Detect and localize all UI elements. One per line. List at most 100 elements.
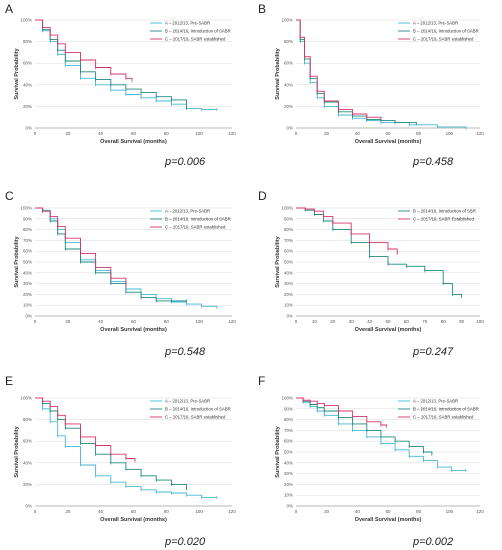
y-tick-label: 70% [284, 428, 293, 433]
x-tick-label: 80 [164, 509, 170, 514]
y-tick-label: 10% [284, 303, 293, 308]
panel-letter: E [5, 374, 13, 388]
y-tick-label: 0% [25, 126, 32, 131]
panel-a: A 0% 20% 40% 60% 80% 100% 0 20 40 60 80 100 120 Overal… [5, 2, 236, 168]
y-tick-label: 50% [23, 260, 32, 265]
panel-letter: A [5, 2, 13, 16]
x-tick-label: 60 [131, 509, 137, 514]
y-axis-label: Survival Probability [275, 235, 281, 287]
survival-curve-3 [35, 397, 136, 461]
y-tick-label: 30% [23, 281, 32, 286]
y-tick-label: 0% [286, 314, 293, 319]
x-tick-label: 100 [476, 319, 484, 324]
x-axis-label: Overall Survival (months) [100, 327, 167, 333]
x-tick-label: 40 [98, 319, 104, 324]
x-tick-label: 80 [441, 319, 447, 324]
x-tick-label: 40 [355, 509, 361, 514]
x-tick-label: 20 [324, 509, 330, 514]
legend-label: A – 2012/13, Pre-SABR [413, 21, 458, 26]
legend-label: C – 2017/19, SABR established [413, 37, 474, 42]
x-tick-label: 100 [195, 509, 203, 514]
x-tick-label: 60 [385, 131, 391, 136]
x-tick-label: 120 [476, 509, 484, 514]
x-tick-label: 100 [195, 319, 203, 324]
panel-b: B 0% 20% 40% 60% 80% 100% 0 20 40 60 80 100 120 Overal… [258, 2, 484, 168]
x-tick-label: 60 [404, 319, 410, 324]
y-tick-label: 20% [23, 482, 32, 487]
survival-curve-1 [35, 19, 217, 111]
y-tick-label: 20% [23, 104, 32, 109]
x-tick-label: 20 [330, 319, 336, 324]
y-tick-label: 80% [23, 417, 32, 422]
x-tick-label: 20 [65, 131, 71, 136]
x-tick-label: 60 [385, 509, 391, 514]
x-tick-label: 10 [312, 319, 318, 324]
x-tick-label: 40 [355, 131, 361, 136]
y-tick-label: 100% [281, 206, 293, 211]
y-tick-label: 60% [23, 61, 32, 66]
p-value: p=0.002 [412, 536, 453, 548]
x-tick-label: 50 [385, 319, 391, 324]
x-tick-label: 0 [295, 319, 298, 324]
x-tick-label: 60 [131, 131, 137, 136]
x-tick-label: 80 [164, 131, 170, 136]
x-tick-label: 0 [34, 319, 37, 324]
panel-f: F 0% 10% 20% 30% 40% 50% 60% 70% 80% 90% 100% 0 20 40 6… [258, 374, 484, 548]
legend-label: C – 2017/19, SABR Established [413, 217, 475, 222]
x-tick-label: 120 [228, 131, 236, 136]
y-tick-label: 10% [23, 303, 32, 308]
p-value: p=0.247 [412, 346, 454, 358]
survival-curve-1 [296, 397, 466, 471]
panel-letter: B [258, 2, 266, 16]
p-value: p=0.006 [164, 156, 206, 168]
panel-e: E 0% 20% 40% 60% 80% 100% 0 20 40 60 80 100 120 Overal… [5, 374, 236, 548]
y-tick-label: 100% [20, 18, 32, 23]
y-tick-label: 80% [284, 417, 293, 422]
legend-label: B – 2014/16, Introduction of SABR [165, 407, 231, 412]
legend-label: C – 2017/19, SABR established [165, 225, 226, 230]
x-tick-label: 80 [416, 131, 422, 136]
x-tick-label: 20 [324, 131, 330, 136]
y-tick-label: 80% [23, 227, 32, 232]
y-tick-label: 10% [284, 493, 293, 498]
y-tick-label: 40% [284, 460, 293, 465]
y-tick-label: 60% [284, 61, 293, 66]
x-tick-label: 120 [476, 131, 484, 136]
legend-label: C – 2017/19, SABR established [165, 415, 226, 420]
y-tick-label: 40% [23, 82, 32, 87]
p-value: p=0.548 [164, 346, 206, 358]
x-axis-label: Overall Survival (months) [355, 517, 422, 523]
y-tick-label: 20% [284, 104, 293, 109]
panel-letter: D [258, 189, 267, 203]
y-tick-label: 70% [284, 238, 293, 243]
panel-letter: F [258, 374, 265, 388]
x-tick-label: 40 [367, 319, 373, 324]
y-tick-label: 20% [23, 292, 32, 297]
y-tick-label: 70% [23, 238, 32, 243]
y-tick-label: 60% [284, 249, 293, 254]
legend-label: C – 2017/19, SABR established [165, 37, 226, 42]
x-tick-label: 0 [295, 131, 298, 136]
y-tick-label: 100% [281, 396, 293, 401]
x-axis-label: Overall Survival (months) [355, 139, 422, 145]
x-tick-label: 20 [65, 509, 71, 514]
x-tick-label: 80 [164, 319, 170, 324]
x-tick-label: 120 [228, 319, 236, 324]
survival-curve-3 [35, 207, 127, 286]
survival-curve-3 [296, 19, 382, 120]
x-tick-label: 30 [349, 319, 355, 324]
y-tick-label: 60% [23, 439, 32, 444]
x-tick-label: 0 [295, 509, 298, 514]
y-tick-label: 90% [284, 216, 293, 221]
survival-curve-1 [35, 397, 217, 498]
y-tick-label: 90% [284, 406, 293, 411]
y-tick-label: 100% [20, 396, 32, 401]
survival-curve-2 [296, 207, 398, 254]
x-tick-label: 100 [195, 131, 203, 136]
legend-label: A – 2012/13, Pre-SABR [413, 399, 458, 404]
y-tick-label: 0% [286, 504, 293, 509]
x-tick-label: 40 [98, 131, 104, 136]
y-tick-label: 0% [25, 504, 32, 509]
y-tick-label: 50% [284, 260, 293, 265]
